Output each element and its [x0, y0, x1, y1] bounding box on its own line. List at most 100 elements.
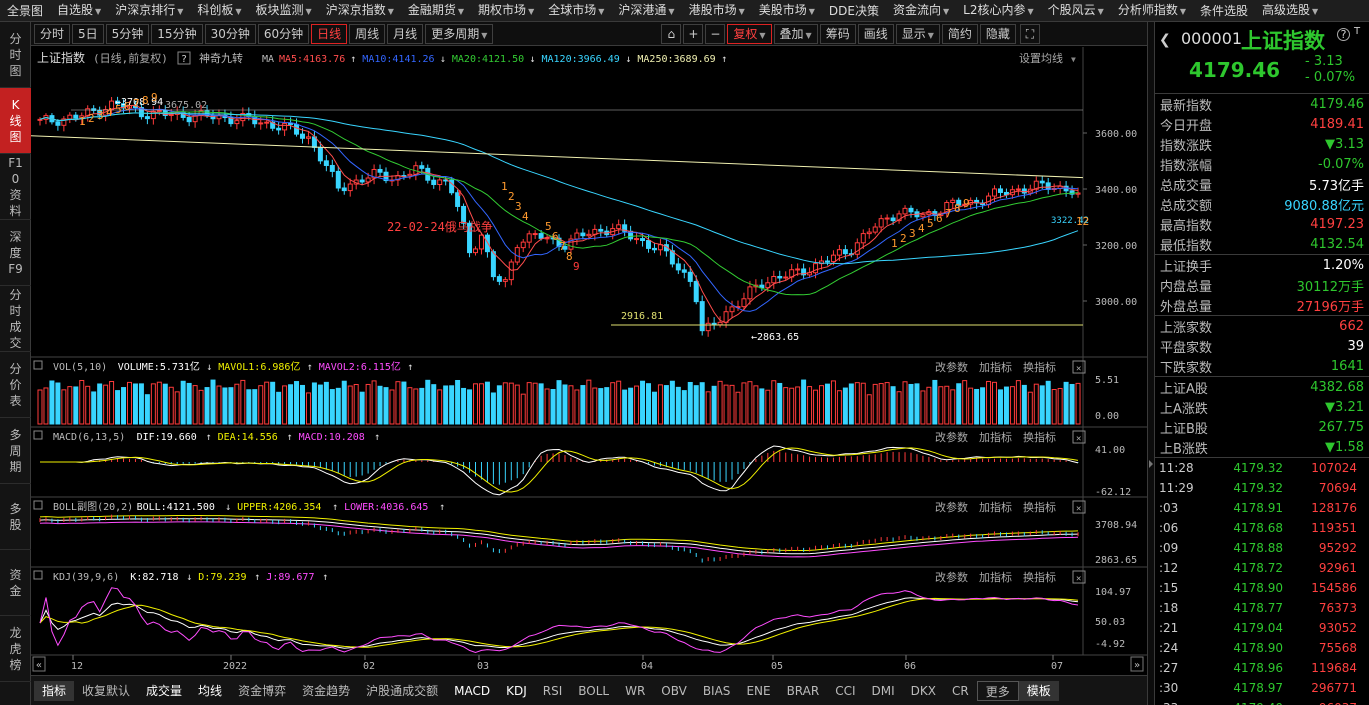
scroll-right-icon[interactable]	[1130, 656, 1144, 672]
top-menu-item[interactable]: 沪深京排行 ▼	[108, 0, 190, 21]
panel-tool-button[interactable]: 换指标	[1023, 500, 1056, 514]
side-tab[interactable]: 分时图	[0, 22, 31, 88]
ma-settings-button[interactable]: 设置均线	[1019, 51, 1063, 65]
indicator-tab[interactable]: DMI	[871, 683, 895, 698]
period-button[interactable]: 日线	[311, 23, 348, 44]
toolbar-option-button[interactable]: 画线	[857, 23, 894, 44]
panel-tool-button[interactable]: 改参数	[935, 570, 968, 584]
side-tab[interactable]: 深度F9	[0, 220, 31, 286]
panel-tool-button[interactable]: 改参数	[935, 430, 968, 444]
indicator-tab[interactable]: 成交量	[146, 683, 183, 698]
side-tab[interactable]: F10资料	[0, 154, 31, 220]
top-menu-item[interactable]: 全球市场 ▼	[541, 0, 611, 21]
side-tab[interactable]: 资金	[0, 550, 31, 616]
indicator-tab[interactable]: CR	[952, 683, 969, 698]
close-icon[interactable]	[1072, 500, 1086, 514]
panel-tool-button[interactable]: 加指标	[979, 360, 1012, 374]
close-icon[interactable]	[1072, 570, 1086, 584]
top-menu-item[interactable]: 沪深港通 ▼	[611, 0, 681, 21]
side-tab[interactable]: 龙虎榜	[0, 616, 31, 682]
lock-icon[interactable]: ⌂	[661, 23, 682, 44]
side-tab[interactable]: 分时成交	[0, 286, 31, 352]
indicator-tab[interactable]: 模板	[1018, 680, 1059, 701]
panel-tool-button[interactable]: 改参数	[935, 500, 968, 514]
zoom-out-icon[interactable]: −	[705, 23, 726, 44]
period-button[interactable]: 分时	[34, 23, 71, 44]
toolbar-option-button[interactable]: 筹码	[819, 23, 856, 44]
side-tab[interactable]: K线图	[0, 88, 31, 154]
fullscreen-icon[interactable]: ⛶	[1019, 23, 1040, 44]
scroll-up-icon[interactable]: ❮	[1159, 32, 1171, 48]
top-menu-item[interactable]: 港股市场 ▼	[682, 0, 752, 21]
side-tab[interactable]: 多周期	[0, 418, 31, 484]
top-menu-item[interactable]: 沪深京指数 ▼	[319, 0, 401, 21]
top-menu-item[interactable]: DDE决策	[822, 0, 886, 21]
indicator-tab[interactable]: 沪股通成交额	[366, 683, 439, 698]
collapse-icon[interactable]	[33, 570, 43, 580]
indicator-tab[interactable]: OBV	[661, 683, 687, 698]
indicator-tab[interactable]: 更多	[976, 680, 1019, 701]
close-icon[interactable]	[1072, 430, 1086, 444]
panel-tool-button[interactable]: 加指标	[979, 430, 1012, 444]
panel-tool-button[interactable]: 加指标	[979, 570, 1012, 584]
collapse-icon[interactable]	[33, 360, 43, 370]
top-menu-item[interactable]: 自选股 ▼	[50, 0, 108, 21]
help-icon[interactable]	[177, 51, 191, 65]
period-button[interactable]: 5分钟	[105, 23, 150, 44]
side-tab[interactable]: 分价表	[0, 352, 31, 418]
indicator-tab[interactable]: RSI	[542, 683, 563, 698]
period-button[interactable]: 15分钟	[151, 23, 203, 44]
period-button[interactable]: 5日	[72, 23, 104, 44]
top-menu-item[interactable]: 分析师指数 ▼	[1111, 0, 1193, 21]
help-icon[interactable]: ?	[1337, 28, 1350, 41]
indicator-tab[interactable]: ENE	[746, 683, 771, 698]
indicator-tab[interactable]: BRAR	[786, 683, 820, 698]
panel-tool-button[interactable]: 改参数	[935, 360, 968, 374]
top-menu-item[interactable]: L2核心内参 ▼	[956, 0, 1040, 21]
top-menu-item[interactable]: 个股风云 ▼	[1041, 0, 1111, 21]
top-menu-item[interactable]: 期权市场 ▼	[471, 0, 541, 21]
toolbar-option-button[interactable]: 简约	[941, 23, 978, 44]
target-icon[interactable]: T	[1354, 26, 1361, 37]
side-tab[interactable]: 多股	[0, 484, 31, 550]
indicator-tab[interactable]: 指标	[34, 680, 75, 701]
scroll-left-icon[interactable]	[32, 656, 46, 672]
indicator-tab[interactable]: 均线	[198, 683, 223, 698]
collapse-icon[interactable]	[33, 500, 43, 510]
top-menu-item[interactable]: 资金流向 ▼	[886, 0, 956, 21]
top-menu-item[interactable]: 美股市场 ▼	[752, 0, 822, 21]
panel-tool-button[interactable]: 加指标	[979, 500, 1012, 514]
indicator-tab[interactable]: KDJ	[506, 683, 527, 698]
indicator-tab[interactable]: WR	[625, 683, 646, 698]
indicator-tab[interactable]: MACD	[454, 683, 491, 698]
toolbar-option-button[interactable]: 隐藏	[979, 23, 1016, 44]
top-menu-item[interactable]: 板块监测 ▼	[249, 0, 319, 21]
panel-splitter[interactable]	[1147, 22, 1155, 705]
top-menu-item[interactable]: 科创板 ▼	[190, 0, 248, 21]
period-button[interactable]: 周线	[349, 23, 386, 44]
top-menu-item[interactable]: 全景图	[0, 0, 50, 21]
toolbar-option-button[interactable]: 叠加 ▼	[773, 23, 818, 44]
period-button[interactable]: 60分钟	[257, 23, 310, 44]
panel-tool-button[interactable]: 换指标	[1023, 360, 1056, 374]
toolbar-option-button[interactable]: 显示 ▼	[895, 23, 940, 44]
toolbar-option-button[interactable]: 复权 ▼	[727, 23, 772, 44]
panel-tool-button[interactable]: 换指标	[1023, 570, 1056, 584]
close-icon[interactable]	[1072, 360, 1086, 374]
indicator-tab[interactable]: 收复默认	[82, 683, 131, 698]
top-menu-item[interactable]: 条件选股	[1193, 0, 1255, 21]
indicator-tab[interactable]: DKX	[910, 683, 936, 698]
indicator-tab[interactable]: 资金趋势	[302, 683, 351, 698]
period-button[interactable]: 30分钟	[204, 23, 256, 44]
indicator-tab[interactable]: 资金博弈	[238, 683, 287, 698]
panel-tool-button[interactable]: 换指标	[1023, 430, 1056, 444]
period-button[interactable]: 月线	[387, 23, 424, 44]
indicator-tab[interactable]: BOLL	[578, 683, 610, 698]
period-button[interactable]: 更多周期 ▼	[425, 23, 494, 44]
indicator-tab[interactable]: BIAS	[702, 683, 731, 698]
collapse-icon[interactable]	[33, 430, 43, 440]
top-menu-item[interactable]: 金融期货 ▼	[401, 0, 471, 21]
zoom-in-icon[interactable]: +	[683, 23, 704, 44]
top-menu-item[interactable]: 高级选股 ▼	[1255, 0, 1325, 21]
indicator-tab[interactable]: CCI	[835, 683, 856, 698]
